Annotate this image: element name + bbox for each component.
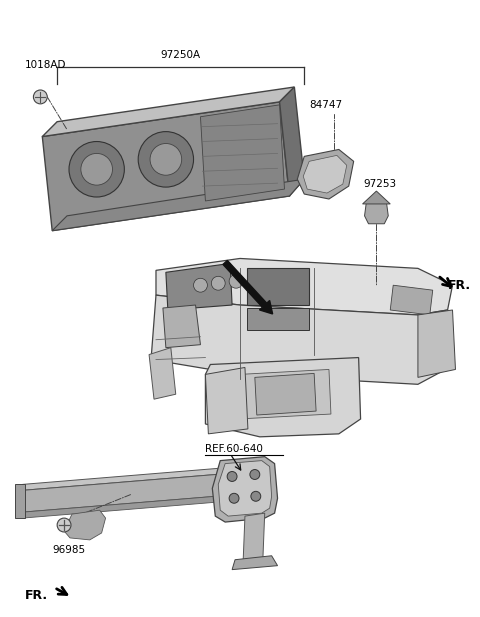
- Circle shape: [229, 494, 239, 503]
- Polygon shape: [14, 484, 24, 518]
- Polygon shape: [156, 259, 453, 315]
- Circle shape: [251, 491, 261, 501]
- Polygon shape: [247, 308, 309, 330]
- Circle shape: [138, 131, 193, 187]
- Polygon shape: [201, 105, 285, 201]
- Text: FR.: FR.: [447, 279, 471, 292]
- Text: 97253: 97253: [363, 179, 396, 189]
- Polygon shape: [238, 370, 331, 419]
- Circle shape: [229, 275, 243, 288]
- Circle shape: [57, 518, 71, 532]
- Polygon shape: [243, 513, 264, 566]
- Circle shape: [193, 278, 207, 292]
- Polygon shape: [303, 155, 347, 193]
- Polygon shape: [297, 149, 354, 199]
- Circle shape: [211, 276, 225, 290]
- Polygon shape: [23, 494, 240, 518]
- Polygon shape: [362, 191, 390, 204]
- Polygon shape: [205, 358, 360, 437]
- Polygon shape: [163, 305, 201, 347]
- Circle shape: [227, 471, 237, 481]
- Polygon shape: [23, 473, 240, 512]
- Text: 84747: 84747: [309, 100, 342, 110]
- Polygon shape: [166, 263, 232, 310]
- Polygon shape: [218, 461, 272, 516]
- Polygon shape: [23, 466, 240, 491]
- Polygon shape: [255, 373, 316, 415]
- Polygon shape: [279, 87, 304, 196]
- Polygon shape: [247, 268, 309, 305]
- Polygon shape: [212, 457, 277, 522]
- Polygon shape: [64, 510, 106, 540]
- Polygon shape: [151, 295, 447, 384]
- Polygon shape: [42, 102, 289, 231]
- Circle shape: [150, 144, 182, 175]
- FancyArrow shape: [223, 260, 273, 314]
- Polygon shape: [364, 201, 388, 224]
- Circle shape: [250, 470, 260, 479]
- Text: 1018AD: 1018AD: [24, 60, 66, 70]
- Polygon shape: [149, 347, 176, 399]
- Circle shape: [81, 154, 112, 185]
- Text: 97250A: 97250A: [161, 50, 201, 60]
- Text: 96985: 96985: [52, 545, 85, 555]
- Polygon shape: [42, 87, 294, 136]
- Polygon shape: [390, 285, 433, 315]
- Text: REF.60-640: REF.60-640: [205, 444, 264, 453]
- Polygon shape: [205, 368, 248, 434]
- Polygon shape: [52, 179, 304, 231]
- Circle shape: [34, 90, 47, 104]
- Polygon shape: [418, 310, 456, 378]
- Text: FR.: FR.: [24, 589, 48, 602]
- Circle shape: [69, 141, 124, 197]
- Polygon shape: [232, 556, 277, 569]
